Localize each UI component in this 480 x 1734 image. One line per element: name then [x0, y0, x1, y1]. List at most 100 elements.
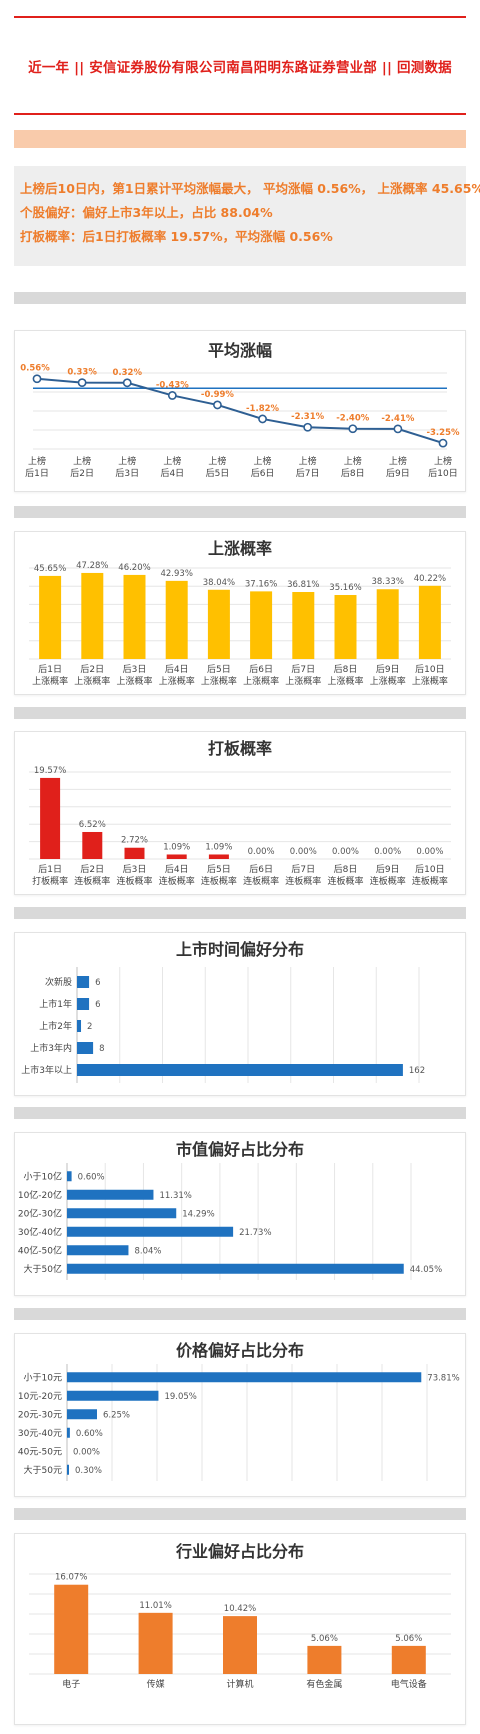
- y-tick-label: 次新股: [45, 976, 72, 988]
- data-label: 0.00%: [416, 847, 443, 857]
- bar: [77, 998, 90, 1010]
- data-label: 8: [99, 1044, 104, 1054]
- industry-chart: 行业偏好占比分布 16.07% 电子 11.01% 传媒 10.42% 计算机 5.06% 有色…: [29, 1542, 451, 1690]
- bar: [123, 574, 146, 659]
- y-tick-label: 小于10元: [24, 1372, 62, 1383]
- x-tick-label: 后9日上涨概率: [370, 664, 406, 687]
- data-label: 5.06%: [395, 1634, 422, 1644]
- data-point: [348, 424, 358, 434]
- data-label: 162: [409, 1066, 425, 1076]
- x-tick-label: 后8日连板概率: [327, 864, 363, 887]
- limit-prob-chart: 打板概率 19.57% 后1日打板概率 6.52% 后2日连板概率 2.72% 后3日连板概…: [29, 739, 451, 887]
- data-label: 0.33%: [67, 368, 97, 378]
- bar: [77, 1020, 82, 1032]
- x-tick-label: 电子: [62, 1678, 80, 1690]
- data-label: 73.81%: [427, 1373, 459, 1383]
- bar: [39, 575, 62, 659]
- x-tick-label: 计算机: [226, 1678, 253, 1690]
- x-tick-label: 后3日上涨概率: [116, 664, 152, 687]
- x-tick-label: 后5日上涨概率: [201, 664, 237, 687]
- data-label: 0.56%: [20, 364, 50, 374]
- data-label: 11.31%: [159, 1191, 191, 1201]
- data-label: 0.30%: [75, 1466, 102, 1476]
- data-label: 0.00%: [332, 847, 359, 857]
- data-label: 47.28%: [76, 561, 108, 571]
- chart-title: 打板概率: [208, 739, 272, 758]
- rise-prob-chart-card: 上涨概率 45.65% 后1日上涨概率 47.28% 后2日上涨概率 46.20% 后3日上…: [14, 531, 466, 695]
- y-tick-label: 30亿-40亿: [18, 1226, 62, 1238]
- x-tick-label: 电气设备: [391, 1678, 427, 1690]
- x-tick-label: 上榜后8日: [341, 455, 365, 479]
- y-tick-label: 40亿-50亿: [18, 1244, 62, 1256]
- bar: [54, 1584, 89, 1674]
- x-tick-label: 后2日连板概率: [74, 864, 110, 887]
- data-label: -2.40%: [336, 414, 369, 424]
- bar: [67, 1464, 69, 1475]
- bar: [67, 1189, 154, 1200]
- chart-title: 市值偏好占比分布: [176, 1140, 304, 1159]
- bar: [250, 591, 273, 659]
- data-label: 0.00%: [73, 1447, 100, 1457]
- data-point: [393, 424, 403, 434]
- bar: [77, 976, 90, 988]
- section-separator: [14, 506, 466, 518]
- data-label: 40.22%: [414, 574, 446, 584]
- x-tick-label: 后2日上涨概率: [74, 664, 110, 687]
- y-tick-label: 大于50亿: [24, 1263, 62, 1275]
- x-tick-label: 后6日连板概率: [243, 864, 279, 887]
- section-separator: [14, 907, 466, 919]
- chart-title: 价格偏好占比分布: [176, 1341, 304, 1360]
- data-label: 45.65%: [34, 564, 66, 574]
- bar: [208, 854, 229, 859]
- data-label: 1.09%: [205, 842, 232, 852]
- section-separator: [14, 1107, 466, 1119]
- bar: [418, 585, 441, 659]
- data-label: 0.60%: [78, 1172, 105, 1182]
- y-tick-label: 30元-40元: [18, 1429, 62, 1439]
- page-title: 近一年 || 安信证券股份有限公司南昌阳明东路证券营业部 || 回测数据: [28, 60, 452, 76]
- section-separator: [14, 1508, 466, 1520]
- data-label: 46.20%: [118, 563, 150, 573]
- x-tick-label: 后5日连板概率: [201, 864, 237, 887]
- avg-rise-chart-card: 平均涨幅 0.56% 上榜后1日 0.33% 上榜后2日 0.32% 上榜后3日 -0.43%…: [14, 330, 466, 492]
- summary-line-2: 个股偏好：偏好上市3年以上，占比 88.04%: [20, 205, 273, 220]
- market-cap-chart-card: 市值偏好占比分布 小于10亿 0.60% 10亿-20亿 11.31% 20亿-30亿 14…: [14, 1132, 466, 1296]
- data-label: 11.01%: [139, 1601, 171, 1611]
- bar: [67, 1245, 129, 1256]
- data-label: 0.00%: [248, 847, 275, 857]
- y-tick-label: 上市3年内: [30, 1042, 72, 1054]
- bar: [77, 1064, 403, 1076]
- bar: [207, 589, 230, 659]
- rise-prob-chart: 上涨概率 45.65% 后1日上涨概率 47.28% 后2日上涨概率 46.20% 后3日上…: [29, 539, 451, 687]
- header-top-rule: [14, 16, 466, 18]
- x-tick-label: 后7日上涨概率: [285, 664, 321, 687]
- listing-time-chart-card: 上市时间偏好分布 次新股 6 上市1年 6 上市2年 2 上市3年内 8 上市3年以上 162: [14, 932, 466, 1096]
- bar: [67, 1263, 404, 1274]
- bar: [391, 1645, 426, 1674]
- data-label: -2.41%: [381, 414, 414, 424]
- y-tick-label: 小于10亿: [24, 1170, 62, 1182]
- bar: [67, 1372, 422, 1383]
- price-chart-card: 价格偏好占比分布 小于10元 73.81% 10元-20元 19.05% 20元-30元 6…: [14, 1333, 466, 1497]
- data-label: 0.60%: [76, 1429, 103, 1439]
- data-label: 2: [87, 1022, 92, 1032]
- x-tick-label: 后4日连板概率: [159, 864, 195, 887]
- data-label: 0.32%: [112, 368, 142, 378]
- data-label: 38.33%: [371, 577, 403, 587]
- bar: [307, 1645, 342, 1674]
- bar: [223, 1616, 257, 1674]
- data-label: 8.04%: [134, 1246, 161, 1256]
- data-point: [77, 378, 87, 388]
- bar: [77, 1042, 94, 1054]
- data-label: 6: [95, 978, 100, 988]
- y-tick-label: 10亿-20亿: [18, 1189, 62, 1201]
- bar: [82, 831, 103, 859]
- x-tick-label: 上榜后10日: [428, 455, 457, 479]
- data-label: 10.42%: [224, 1604, 256, 1614]
- chart-title: 行业偏好占比分布: [175, 1542, 304, 1561]
- x-tick-label: 后1日上涨概率: [32, 664, 68, 687]
- section-separator: [14, 1308, 466, 1320]
- x-tick-label: 上榜后6日: [251, 455, 275, 479]
- y-tick-label: 大于50元: [24, 1464, 62, 1476]
